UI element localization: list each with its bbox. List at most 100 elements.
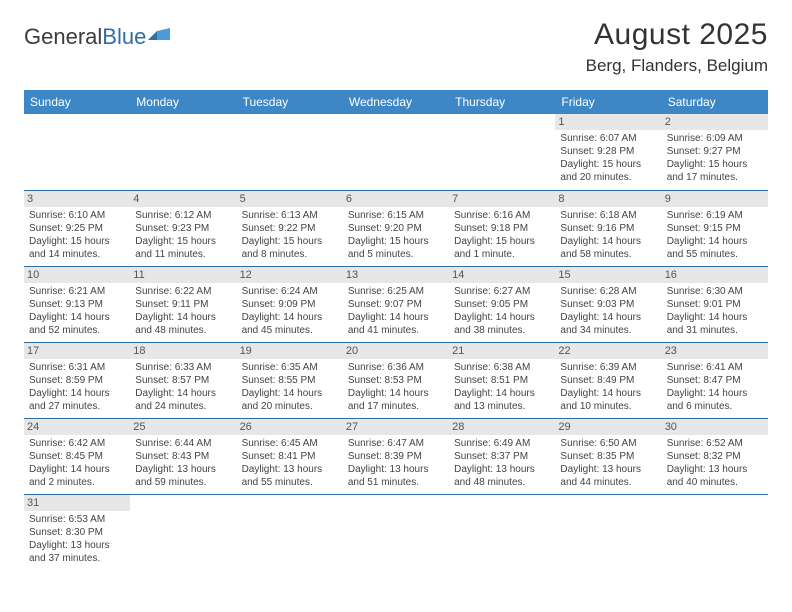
day-cell: 31Sunrise: 6:53 AMSunset: 8:30 PMDayligh… (24, 494, 130, 570)
day-number: 17 (24, 343, 130, 359)
day-cell: 22 Sunrise: 6:39 AMSunset: 8:49 PMDayligh… (555, 342, 661, 418)
daylight-line: Daylight: 13 hours and 59 minutes. (135, 463, 231, 489)
logo-word-2: Blue (102, 24, 146, 49)
sunrise-line: Sunrise: 6:47 AM (348, 437, 444, 450)
daylight-line: Daylight: 14 hours and 17 minutes. (348, 387, 444, 413)
sunset-line: Sunset: 8:45 PM (29, 450, 125, 463)
day-number: 29 (555, 419, 661, 435)
day-cell: 19Sunrise: 6:35 AMSunset: 8:55 PMDayligh… (237, 342, 343, 418)
daylight-line: Daylight: 14 hours and 58 minutes. (560, 235, 656, 261)
weekday-header: Friday (555, 90, 661, 114)
calendar-row: 1Sunrise: 6:07 AMSunset: 9:28 PMDaylight… (24, 114, 768, 190)
day-number: 4 (130, 191, 236, 207)
sunrise-line: Sunrise: 6:15 AM (348, 209, 444, 222)
daylight-line: Daylight: 13 hours and 44 minutes. (560, 463, 656, 489)
daylight-line: Daylight: 14 hours and 52 minutes. (29, 311, 125, 337)
day-number: 9 (662, 191, 768, 207)
day-cell: 4Sunrise: 6:12 AMSunset: 9:23 PMDaylight… (130, 190, 236, 266)
empty-cell (237, 114, 343, 190)
day-cell: 18Sunrise: 6:33 AMSunset: 8:57 PMDayligh… (130, 342, 236, 418)
sunset-line: Sunset: 8:37 PM (454, 450, 550, 463)
weekday-header: Tuesday (237, 90, 343, 114)
day-number: 28 (449, 419, 555, 435)
daylight-line: Daylight: 14 hours and 13 minutes. (454, 387, 550, 413)
sunrise-line: Sunrise: 6:28 AM (560, 285, 656, 298)
calendar-row: 24 Sunrise: 6:42 AMSunset: 8:45 PM Dayligh… (24, 418, 768, 494)
sunset-line: Sunset: 8:47 PM (667, 374, 763, 387)
daylight-line: Daylight: 15 hours and 20 minutes. (560, 158, 656, 184)
sunrise-line: Sunrise: 6:25 AM (348, 285, 444, 298)
day-number: 2 (662, 114, 768, 130)
sunset-line: Sunset: 8:59 PM (29, 374, 125, 387)
day-cell: 7Sunrise: 6:16 AMSunset: 9:18 PMDaylight… (449, 190, 555, 266)
day-number: 18 (130, 343, 236, 359)
sunrise-line: Sunrise: 6:38 AM (454, 361, 550, 374)
day-number: 30 (662, 419, 768, 435)
empty-cell (555, 494, 661, 570)
daylight-line: Daylight: 14 hours and 45 minutes. (242, 311, 338, 337)
sunset-line: Sunset: 9:01 PM (667, 298, 763, 311)
title-block: August 2025 Berg, Flanders, Belgium (586, 18, 768, 76)
sunset-line: Sunset: 9:18 PM (454, 222, 550, 235)
sunset-line: Sunset: 9:25 PM (29, 222, 125, 235)
sunrise-line: Sunrise: 6:41 AM (667, 361, 763, 374)
sunrise-line: Sunrise: 6:24 AM (242, 285, 338, 298)
weekday-header: Thursday (449, 90, 555, 114)
sunrise-line: Sunrise: 6:07 AM (560, 132, 656, 145)
day-cell: 2Sunrise: 6:09 AMSunset: 9:27 PMDaylight… (662, 114, 768, 190)
sunset-line: Sunset: 8:39 PM (348, 450, 444, 463)
sunrise-line: Sunrise: 6:33 AM (135, 361, 231, 374)
sunset-line: Sunset: 8:49 PM (560, 374, 656, 387)
sunset-line: Sunset: 9:07 PM (348, 298, 444, 311)
sunset-line: Sunset: 8:32 PM (667, 450, 763, 463)
sunrise-line: Sunrise: 6:27 AM (454, 285, 550, 298)
logo: GeneralBlue (24, 24, 174, 50)
day-number: 12 (237, 267, 343, 283)
sunrise-line: Sunrise: 6:10 AM (29, 209, 125, 222)
sunset-line: Sunset: 9:03 PM (560, 298, 656, 311)
sunrise-line: Sunrise: 6:44 AM (135, 437, 231, 450)
empty-cell (237, 494, 343, 570)
sunset-line: Sunset: 9:28 PM (560, 145, 656, 158)
day-cell: 30Sunrise: 6:52 AMSunset: 8:32 PMDayligh… (662, 418, 768, 494)
empty-cell (662, 494, 768, 570)
sunset-line: Sunset: 8:57 PM (135, 374, 231, 387)
daylight-line: Daylight: 14 hours and 41 minutes. (348, 311, 444, 337)
day-cell: 17Sunrise: 6:31 AMSunset: 8:59 PMDayligh… (24, 342, 130, 418)
day-cell: 15Sunrise: 6:28 AMSunset: 9:03 PMDayligh… (555, 266, 661, 342)
sunset-line: Sunset: 8:55 PM (242, 374, 338, 387)
empty-cell (449, 114, 555, 190)
sunset-line: Sunset: 9:22 PM (242, 222, 338, 235)
day-number: 22 (555, 343, 661, 359)
empty-cell (449, 494, 555, 570)
day-number: 25 (130, 419, 236, 435)
sunrise-line: Sunrise: 6:35 AM (242, 361, 338, 374)
sunrise-line: Sunrise: 6:39 AM (560, 361, 656, 374)
day-number: 10 (24, 267, 130, 283)
sunset-line: Sunset: 9:16 PM (560, 222, 656, 235)
day-cell: 8Sunrise: 6:18 AMSunset: 9:16 PMDaylight… (555, 190, 661, 266)
daylight-line: Daylight: 14 hours and 10 minutes. (560, 387, 656, 413)
sunrise-line: Sunrise: 6:36 AM (348, 361, 444, 374)
sunset-line: Sunset: 8:43 PM (135, 450, 231, 463)
day-number: 19 (237, 343, 343, 359)
daylight-line: Daylight: 14 hours and 55 minutes. (667, 235, 763, 261)
weekday-header-row: SundayMondayTuesdayWednesdayThursdayFrid… (24, 90, 768, 114)
day-number: 24 (24, 419, 130, 435)
day-cell: 3Sunrise: 6:10 AMSunset: 9:25 PMDaylight… (24, 190, 130, 266)
day-cell: 27Sunrise: 6:47 AMSunset: 8:39 PMDayligh… (343, 418, 449, 494)
sunrise-line: Sunrise: 6:52 AM (667, 437, 763, 450)
day-number: 31 (24, 495, 130, 511)
day-cell: 16Sunrise: 6:30 AMSunset: 9:01 PMDayligh… (662, 266, 768, 342)
day-cell: 24Sunrise: 6:42 AMSunset: 8:45 PMDayligh… (24, 418, 130, 494)
day-cell: 9Sunrise: 6:19 AMSunset: 9:15 PMDaylight… (662, 190, 768, 266)
day-cell: 23Sunrise: 6:41 AMSunset: 8:47 PMDayligh… (662, 342, 768, 418)
sunrise-line: Sunrise: 6:42 AM (29, 437, 125, 450)
sunset-line: Sunset: 9:15 PM (667, 222, 763, 235)
day-number: 11 (130, 267, 236, 283)
day-number: 3 (24, 191, 130, 207)
sunset-line: Sunset: 9:20 PM (348, 222, 444, 235)
daylight-line: Daylight: 14 hours and 31 minutes. (667, 311, 763, 337)
day-number: 8 (555, 191, 661, 207)
sunset-line: Sunset: 9:05 PM (454, 298, 550, 311)
